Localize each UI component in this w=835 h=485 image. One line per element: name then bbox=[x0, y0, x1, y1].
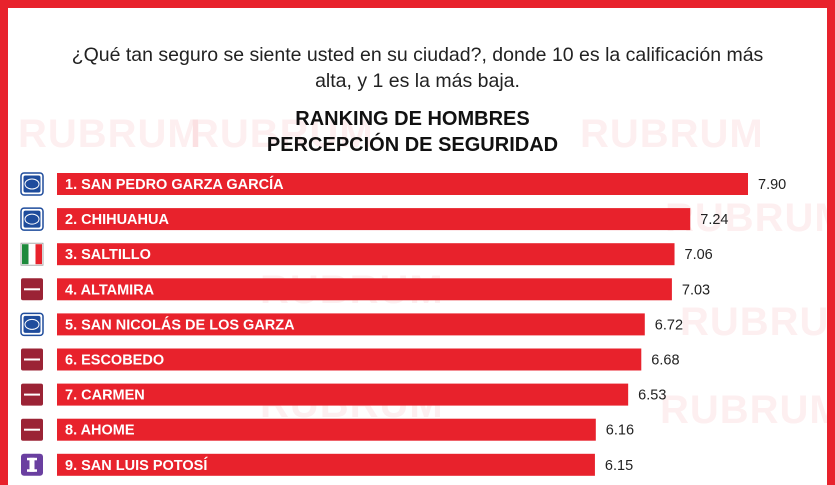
bar-label: 5. SAN NICOLÁS DE LOS GARZA bbox=[65, 316, 295, 333]
bar bbox=[57, 453, 595, 476]
bar-row: 7. CARMEN 6.53 bbox=[21, 383, 666, 406]
pan-logo-inner bbox=[23, 315, 41, 333]
bar bbox=[57, 208, 691, 231]
value-label: 7.03 bbox=[682, 282, 710, 298]
morena-logo-mark bbox=[24, 428, 40, 431]
value-label: 7.06 bbox=[685, 247, 713, 263]
bar-label: 2. CHIHUAHUA bbox=[65, 212, 169, 228]
bar-label: 9. SAN LUIS POTOSÍ bbox=[65, 457, 208, 474]
bar-label: 3. SALTILLO bbox=[65, 247, 151, 263]
bar-label: 6. ESCOBEDO bbox=[65, 353, 164, 369]
chart-title-line2: PERCEPCIÓN DE SEGURIDAD bbox=[266, 134, 559, 156]
value-label: 6.53 bbox=[638, 388, 666, 404]
value-label: 6.15 bbox=[605, 458, 633, 474]
pan-logo-inner bbox=[23, 210, 41, 228]
morena-logo-mark bbox=[24, 288, 40, 291]
independent-logo-mark bbox=[29, 457, 35, 472]
watermark: RUBRUM bbox=[18, 112, 202, 156]
bar-row: 1. SAN PEDRO GARZA GARCÍA 7.90 bbox=[20, 172, 786, 196]
bar bbox=[57, 348, 642, 371]
watermark: RUBRUM bbox=[580, 112, 764, 156]
bar-row: 5. SAN NICOLÁS DE LOS GARZA 6.72 bbox=[20, 312, 683, 337]
bar bbox=[57, 173, 748, 195]
value-label: 7.90 bbox=[758, 177, 786, 193]
bar-label: 1. SAN PEDRO GARZA GARCÍA bbox=[65, 176, 284, 193]
pri-logo-red bbox=[35, 244, 42, 265]
morena-logo-mark bbox=[24, 358, 40, 361]
bar-label: 7. CARMEN bbox=[65, 388, 145, 404]
pan-logo-inner bbox=[23, 175, 41, 193]
bar-row: 3. SALTILLO 7.06 bbox=[20, 242, 713, 266]
watermark: RUBRUM bbox=[680, 300, 835, 344]
bar bbox=[57, 418, 596, 441]
pri-logo-green bbox=[22, 244, 29, 265]
watermark: RUBRUM bbox=[665, 196, 835, 240]
bar bbox=[57, 243, 675, 266]
pan-logo-ring bbox=[24, 318, 40, 330]
value-label: 6.16 bbox=[606, 423, 634, 439]
independent-logo-serif-top bbox=[27, 457, 37, 461]
watermark: RUBRUM bbox=[190, 112, 374, 156]
bar-label: 4. ALTAMIRA bbox=[65, 282, 155, 298]
chart-title: RANKING DE HOMBRES PERCEPCIÓN DE SEGURID… bbox=[160, 106, 665, 158]
value-label: 7.24 bbox=[700, 212, 728, 228]
chart-title-line1: RANKING DE HOMBRES bbox=[295, 108, 530, 130]
bar bbox=[57, 383, 629, 406]
bar-row: 9. SAN LUIS POTOSÍ 6.15 bbox=[21, 453, 633, 476]
independent-logo-serif-bottom bbox=[27, 469, 37, 472]
morena-logo-mark bbox=[24, 393, 40, 396]
bar-row: 4. ALTAMIRA 7.03 bbox=[21, 278, 710, 301]
bar-row: 8. AHOME 6.16 bbox=[21, 418, 634, 441]
value-label: 6.68 bbox=[651, 353, 679, 369]
bar-label: 8. AHOME bbox=[65, 423, 135, 439]
survey-question: ¿Qué tan seguro se siente usted en su ci… bbox=[71, 44, 764, 92]
watermark: RUBRUM bbox=[660, 388, 835, 432]
pan-logo-ring bbox=[24, 213, 40, 225]
bar-row: 2. CHIHUAHUA 7.24 bbox=[20, 207, 729, 231]
pan-logo-ring bbox=[24, 178, 40, 190]
bar-row: 6. ESCOBEDO 6.68 bbox=[21, 348, 680, 371]
bar bbox=[57, 278, 672, 301]
bar bbox=[57, 313, 645, 336]
value-label: 6.72 bbox=[655, 317, 683, 333]
